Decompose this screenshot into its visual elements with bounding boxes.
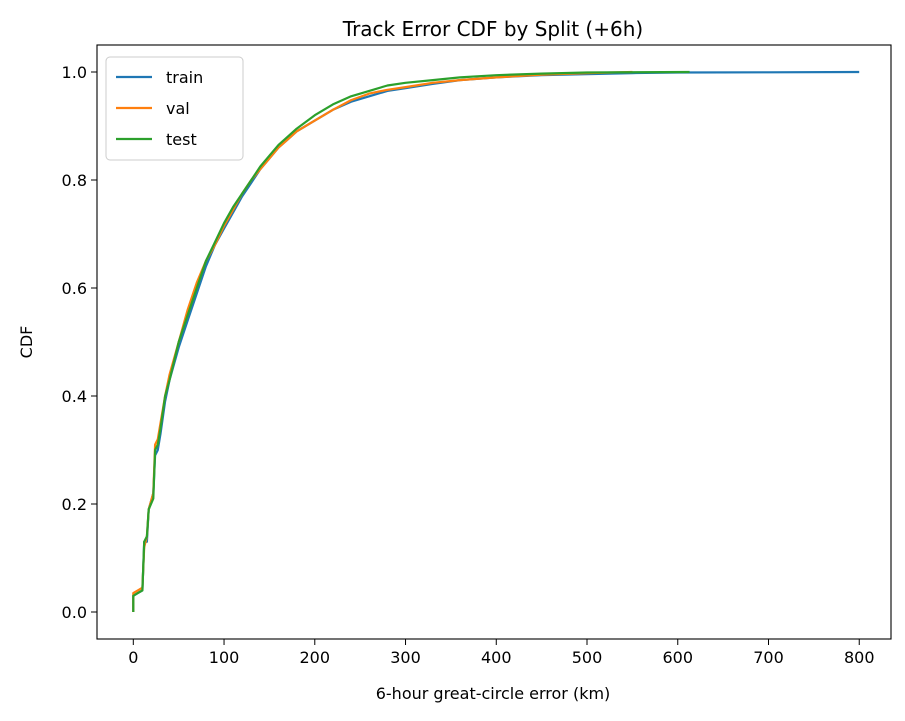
series-line-test [132, 70, 690, 612]
plot-frame [96, 44, 892, 640]
legend: train val test [105, 56, 244, 161]
x-tick-label: 700 [753, 648, 784, 667]
plot-area [96, 44, 892, 640]
y-axis: 0.0 0.2 0.4 0.6 0.8 1.0 [62, 63, 97, 622]
x-tick-label: 800 [844, 648, 875, 667]
legend-label-val: val [166, 99, 190, 118]
y-tick-label: 0.0 [62, 603, 87, 622]
chart-title: Track Error CDF by Split (+6h) [342, 17, 643, 41]
x-tick-label: 500 [572, 648, 603, 667]
y-tick-label: 0.6 [62, 279, 87, 298]
series-layer [132, 70, 860, 612]
y-tick-label: 0.4 [62, 387, 87, 406]
x-tick-label: 600 [662, 648, 693, 667]
x-axis: 0 100 200 300 400 500 600 700 800 [128, 639, 875, 667]
y-axis-label: CDF [17, 326, 36, 359]
y-tick-label: 0.2 [62, 495, 87, 514]
y-tick-label: 0.8 [62, 171, 87, 190]
legend-box [105, 56, 244, 161]
x-tick-label: 200 [300, 648, 331, 667]
legend-label-test: test [166, 130, 197, 149]
x-axis-label: 6-hour great-circle error (km) [376, 684, 611, 703]
x-tick-label: 100 [209, 648, 240, 667]
legend-label-train: train [166, 68, 203, 87]
y-tick-label: 1.0 [62, 63, 87, 82]
x-tick-label: 300 [390, 648, 421, 667]
x-tick-label: 400 [481, 648, 512, 667]
x-tick-label: 0 [128, 648, 138, 667]
